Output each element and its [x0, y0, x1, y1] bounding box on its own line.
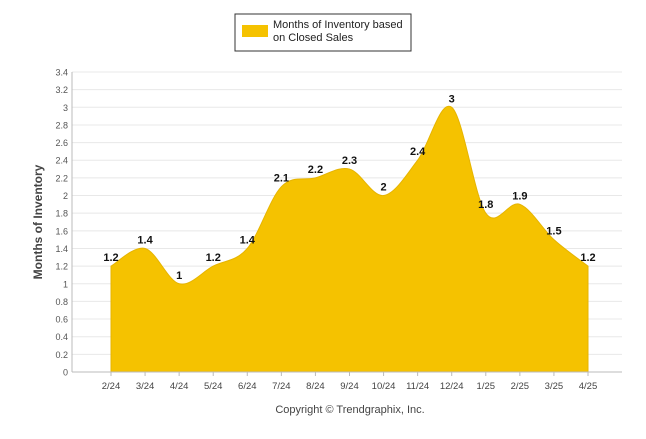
x-tick-label: 4/24	[170, 381, 189, 392]
x-tick-label: 9/24	[340, 381, 359, 392]
y-tick-label: 2.4	[55, 156, 68, 166]
x-tick-label: 6/24	[238, 381, 257, 392]
y-axis-label: Months of Inventory	[31, 164, 45, 279]
y-tick-label: 3.4	[55, 68, 68, 78]
y-tick-label: 2	[63, 191, 68, 201]
data-label: 1.4	[240, 234, 256, 246]
x-tick-label: 8/24	[306, 381, 325, 392]
y-tick-label: 1.8	[55, 209, 68, 219]
data-label: 2.4	[410, 146, 426, 158]
x-tick-label: 4/25	[579, 381, 598, 392]
area-layer	[110, 105, 589, 373]
y-tick-label: 0.4	[55, 332, 68, 342]
data-label: 2.2	[308, 164, 323, 176]
x-tick-label: 2/25	[511, 381, 530, 392]
y-tick-label: 0	[63, 368, 68, 378]
y-tick-label: 2.6	[55, 138, 68, 148]
x-tick-label: 2/24	[102, 381, 121, 392]
y-tick-label: 2.8	[55, 120, 68, 130]
y-tick-label: 1.2	[55, 262, 68, 272]
y-tick-label: 1.4	[55, 244, 68, 254]
series-area	[110, 105, 589, 373]
legend: Months of Inventory based on Closed Sale…	[234, 13, 412, 52]
x-tick-label: 7/24	[272, 381, 291, 392]
data-label: 1.2	[580, 252, 595, 264]
y-tick-label: 1	[63, 279, 68, 289]
data-label: 1.2	[206, 252, 221, 264]
data-label: 1.4	[137, 234, 153, 246]
y-tick-label: 1.6	[55, 226, 68, 236]
x-tick-label: 11/24	[406, 381, 429, 392]
data-label: 2.3	[342, 155, 357, 167]
data-label: 1	[176, 270, 182, 282]
y-tick-label: 0.8	[55, 297, 68, 307]
data-label: 1.5	[546, 226, 561, 238]
x-tick-label: 10/24	[372, 381, 396, 392]
x-tick-label: 3/25	[545, 381, 564, 392]
y-tick-label: 0.6	[55, 315, 68, 325]
x-tick-label: 1/25	[477, 381, 496, 392]
x-tick-label: 3/24	[136, 381, 155, 392]
data-label: 2.1	[274, 173, 289, 185]
legend-label-line2: on Closed Sales	[273, 32, 354, 44]
data-label: 1.8	[478, 199, 493, 211]
y-tick-label: 0.2	[55, 350, 68, 360]
copyright-text: Copyright © Trendgraphix, Inc.	[275, 404, 424, 416]
data-label: 1.2	[103, 252, 118, 264]
axis-layer: 0 0.2 0.4 0.6 0.8 1 1.2 1.4 1.6 1.8 2 2.2 2.4 2.6 2.8 3…	[55, 68, 622, 392]
data-label: 3	[449, 93, 455, 105]
y-tick-label: 2.2	[55, 173, 68, 183]
legend-label-line1: Months of Inventory based	[273, 19, 403, 31]
y-tick-label: 3.2	[55, 85, 68, 95]
legend-box	[234, 13, 412, 52]
x-tick-label: 12/24	[440, 381, 464, 392]
legend-swatch	[242, 25, 268, 37]
data-label: 2	[381, 182, 387, 194]
y-tick-label: 3	[63, 103, 68, 113]
data-label: 1.9	[512, 190, 527, 202]
x-tick-label: 5/24	[204, 381, 223, 392]
data-label-layer: 1.2 1.4 1 1.2 1.4 2.1 2.2 2.3 2 2.4 3 1.8 1.9 1.5 1.2	[103, 93, 595, 281]
